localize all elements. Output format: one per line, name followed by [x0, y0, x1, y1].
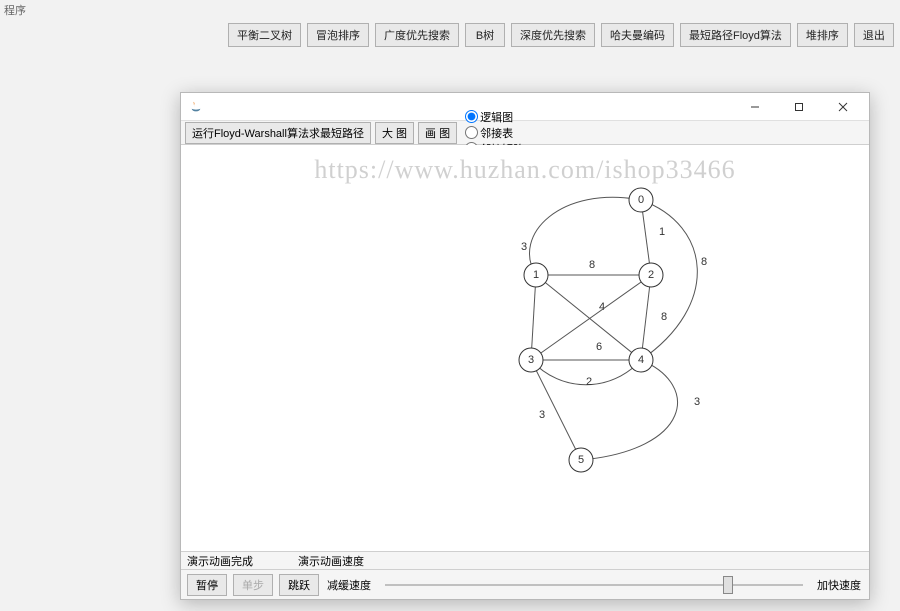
fast-label: 加快速度: [817, 577, 861, 593]
speed-slider[interactable]: [385, 575, 803, 595]
nav-button-7[interactable]: 堆排序: [797, 23, 848, 47]
svg-text:2: 2: [586, 376, 592, 388]
svg-text:1: 1: [659, 226, 665, 238]
nav-button-3[interactable]: B树: [465, 23, 505, 47]
status-bar: 演示动画完成 演示动画速度: [181, 551, 869, 569]
svg-text:3: 3: [539, 409, 545, 421]
svg-text:0: 0: [638, 194, 644, 206]
status-left: 演示动画完成: [187, 553, 253, 569]
run-floyd-button[interactable]: 运行Floyd-Warshall算法求最短路径: [185, 122, 371, 144]
nav-button-6[interactable]: 最短路径Floyd算法: [680, 23, 791, 47]
skip-button[interactable]: 跳跃: [279, 574, 319, 596]
maximize-button[interactable]: [777, 94, 821, 120]
nav-button-8[interactable]: 退出: [854, 23, 894, 47]
nav-button-1[interactable]: 冒泡排序: [307, 23, 369, 47]
toolbar: 运行Floyd-Warshall算法求最短路径 大 图 画 图 逻辑图邻接表邻接…: [181, 121, 869, 145]
svg-text:8: 8: [701, 256, 707, 268]
view-radio-0[interactable]: 逻辑图: [465, 109, 524, 125]
bottom-bar: 暂停 单步 跳跃 减缓速度 加快速度: [181, 569, 869, 599]
svg-text:3: 3: [694, 396, 700, 408]
nav-button-2[interactable]: 广度优先搜索: [375, 23, 459, 47]
svg-text:3: 3: [528, 354, 534, 366]
canvas-area: https://www.huzhan.com/ishop33466 138848…: [181, 145, 869, 551]
graph-svg: 1388486323012345: [181, 145, 869, 551]
svg-text:8: 8: [661, 311, 667, 323]
slow-label: 减缓速度: [327, 577, 371, 593]
titlebar: [181, 93, 869, 121]
view-radio-1[interactable]: 邻接表: [465, 125, 524, 141]
step-button[interactable]: 单步: [233, 574, 273, 596]
big-graph-button[interactable]: 大 图: [375, 122, 414, 144]
child-window: 运行Floyd-Warshall算法求最短路径 大 图 画 图 逻辑图邻接表邻接…: [180, 92, 870, 600]
svg-text:4: 4: [638, 354, 644, 366]
svg-text:5: 5: [578, 454, 584, 466]
top-nav: 平衡二叉树冒泡排序广度优先搜索B树深度优先搜索哈夫曼编码最短路径Floyd算法堆…: [228, 23, 894, 47]
nav-button-4[interactable]: 深度优先搜索: [511, 23, 595, 47]
svg-text:1: 1: [533, 269, 539, 281]
app-title: 程序: [4, 2, 26, 18]
pause-button[interactable]: 暂停: [187, 574, 227, 596]
svg-text:8: 8: [589, 259, 595, 271]
nav-button-5[interactable]: 哈夫曼编码: [601, 23, 674, 47]
status-right: 演示动画速度: [298, 553, 364, 569]
draw-graph-button[interactable]: 画 图: [418, 122, 457, 144]
minimize-button[interactable]: [733, 94, 777, 120]
slider-thumb[interactable]: [723, 576, 733, 594]
svg-text:3: 3: [521, 241, 527, 253]
java-icon: [189, 100, 203, 114]
svg-text:6: 6: [596, 341, 602, 353]
close-button[interactable]: [821, 94, 865, 120]
nav-button-0[interactable]: 平衡二叉树: [228, 23, 301, 47]
svg-text:2: 2: [648, 269, 654, 281]
